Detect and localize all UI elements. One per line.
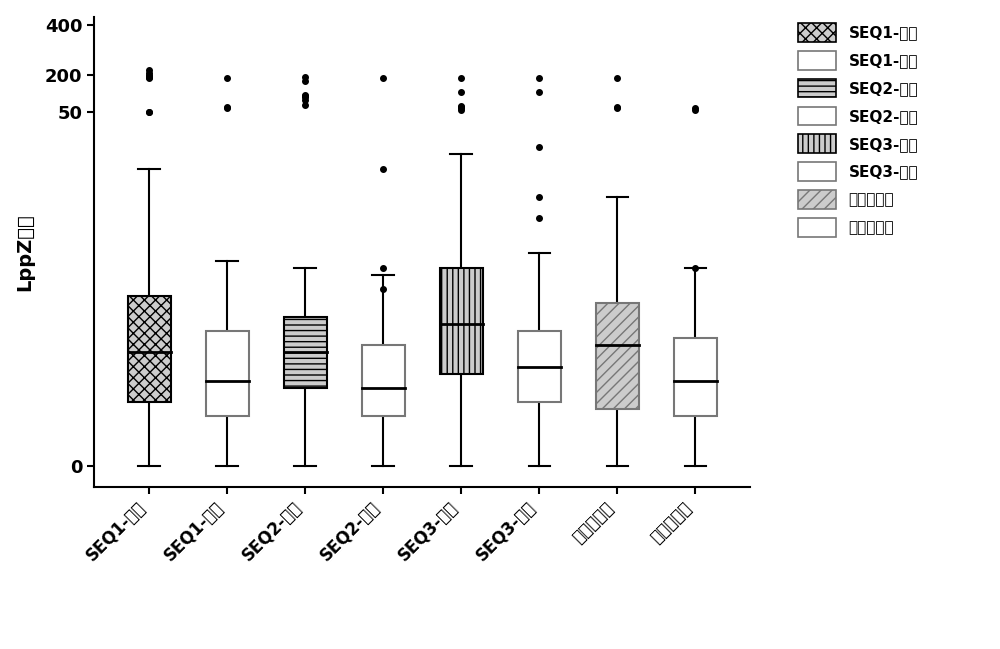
- Bar: [518, 331, 561, 402]
- Bar: [284, 317, 327, 388]
- Bar: [128, 296, 171, 402]
- Y-axis label: LppZ浓度: LppZ浓度: [15, 213, 34, 291]
- Bar: [362, 345, 405, 416]
- Legend: SEQ1-结核, SEQ1-健康, SEQ2-结核, SEQ2-健康, SEQ3-结核, SEQ3-健康, 混合－结核, 混合－健康: SEQ1-结核, SEQ1-健康, SEQ2-结核, SEQ2-健康, SEQ3…: [790, 16, 926, 244]
- Bar: [440, 267, 483, 374]
- Bar: [674, 338, 717, 416]
- Bar: [206, 331, 249, 416]
- Bar: [596, 303, 639, 409]
